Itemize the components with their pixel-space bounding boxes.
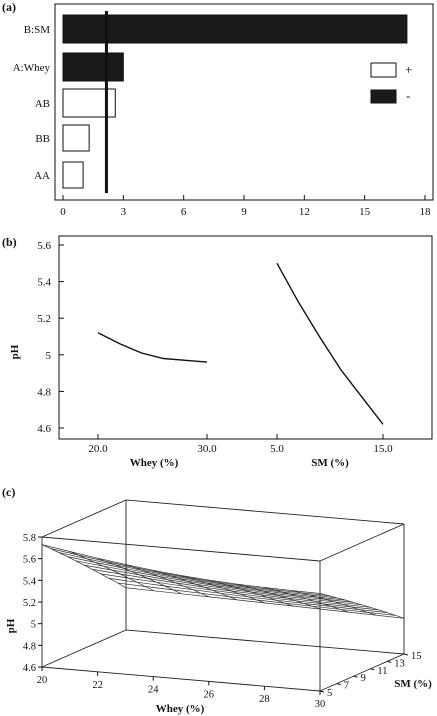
category-label: A:Whey [13, 62, 51, 74]
panel-b-label: (b) [2, 235, 17, 249]
x-tick-label: 0 [60, 206, 66, 218]
y-tick-label: 5 [327, 688, 332, 699]
panel-a: (a) B:SM A:Whey AB BB AA 0 3 6 9 12 15 18 + - [2, 0, 434, 218]
box-edge [41, 499, 127, 538]
category-label: BB [35, 133, 50, 145]
legend-plus-swatch [370, 62, 397, 78]
surface-line [92, 569, 371, 608]
z-tick-label: 4.6 [23, 663, 36, 674]
x-tick-label: 30 [315, 699, 326, 710]
x-tick-label: 24 [148, 685, 159, 696]
surface-line [58, 552, 337, 599]
surface-line [100, 573, 379, 611]
panel-b-ylabel: pH [9, 344, 21, 359]
category-label: AA [34, 170, 50, 182]
y-tick-label: 11 [377, 666, 387, 677]
legend-minus-label: - [406, 88, 410, 103]
x-tick-label: 20.0 [88, 443, 108, 455]
x-tick-label: 5.0 [270, 443, 284, 455]
z-tick-label: 5 [31, 620, 36, 631]
legend-plus-label: + [405, 62, 412, 77]
bar [62, 124, 90, 152]
x-tick-label: 3 [121, 206, 127, 218]
y-tick-label: 7 [344, 681, 349, 692]
y-tick [353, 675, 358, 678]
panel-b: (b) pH Whey (%) SM (%) 4.6 4.8 5 5.2 5.4 5.6 2… [2, 235, 433, 469]
x-tick-label: 15 [359, 206, 371, 218]
panel-c-label: (c) [2, 485, 15, 499]
surface-line [50, 548, 329, 596]
x-tick-label: 12 [299, 206, 310, 218]
box-edge [319, 653, 405, 692]
y-tick [319, 690, 325, 693]
x-tick-label: 30.0 [197, 443, 217, 455]
y-tick-label: 15 [411, 651, 422, 662]
surface-line [83, 564, 363, 606]
panel-a-legend: + - [370, 62, 412, 104]
y-tick-label: 4.6 [37, 423, 51, 435]
z-tick-label: 4.8 [23, 641, 36, 652]
x-tick-label: 15.0 [373, 443, 393, 455]
x-tick-label: 22 [92, 680, 103, 691]
z-tick-label: 5.8 [23, 533, 36, 544]
surface-line [75, 560, 354, 603]
y-tick [403, 653, 409, 656]
panel-c: (c) pH Whey (%) SM (%) 4.6 4.8 5 5.2 5.4 5.6 5… [2, 485, 432, 715]
y-tick-label: 5.2 [37, 313, 51, 325]
x-tick-label: 28 [259, 694, 270, 705]
effect-line [97, 332, 208, 363]
panel-c-zlabel: pH [5, 618, 17, 633]
x-tick-label: 9 [241, 206, 247, 218]
bar [62, 14, 408, 44]
y-tick-label: 5 [46, 350, 52, 362]
surface-line [117, 582, 396, 616]
y-tick [387, 660, 392, 663]
panel-c-xlabel: Whey (%) [156, 703, 205, 715]
surface-line [125, 587, 405, 619]
y-tick [336, 683, 341, 686]
effect-line [276, 262, 384, 425]
bar [62, 52, 124, 82]
box-edge [125, 499, 405, 525]
y-tick-label: 13 [394, 658, 405, 669]
surface-line [67, 556, 346, 601]
box-edge [41, 536, 321, 562]
surface-line [69, 551, 154, 592]
x-tick-label: 20 [37, 675, 48, 686]
panel-c-ylabel: SM (%) [394, 678, 432, 690]
z-tick-label: 5.6 [23, 555, 36, 566]
x-tick-label: 6 [181, 206, 187, 218]
x-tick-label: 18 [420, 206, 432, 218]
legend-minus-swatch [370, 89, 397, 104]
z-tick-label: 5.2 [23, 598, 36, 609]
box-edge [41, 629, 127, 668]
y-tick-label: 5.6 [37, 240, 51, 252]
box-edge [319, 523, 405, 562]
y-tick-label: 9 [361, 673, 366, 684]
z-tick-label: 5.4 [23, 576, 37, 587]
surface-line [41, 544, 321, 594]
y-tick [370, 668, 375, 671]
category-label: AB [35, 98, 50, 110]
surface-line [109, 578, 388, 613]
panel-a-label: (a) [2, 0, 16, 14]
x-tick-label: 26 [204, 689, 215, 700]
panel-b-xlabel-sm: SM (%) [311, 457, 349, 469]
bar [62, 161, 84, 189]
box-edge [41, 666, 321, 692]
y-tick-label: 5.4 [37, 277, 51, 289]
box-edge [125, 629, 405, 655]
category-label: B:SM [24, 24, 51, 36]
panel-b-xlabel-whey: Whey (%) [130, 457, 179, 469]
y-tick-label: 4.8 [37, 386, 51, 398]
panel-b-frame [58, 235, 433, 440]
